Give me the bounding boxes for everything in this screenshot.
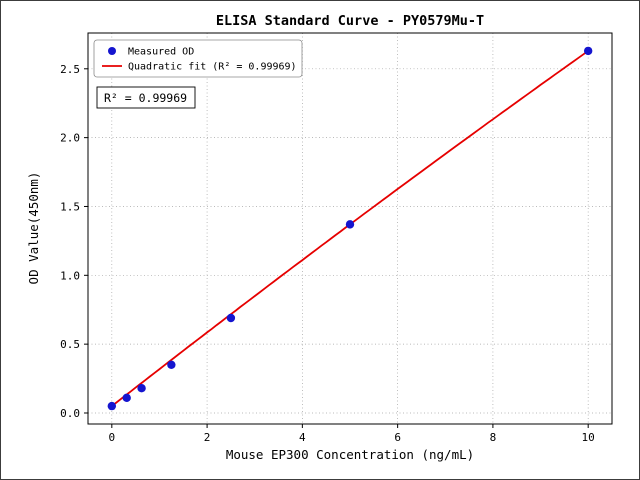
x-axis-label: Mouse EP300 Concentration (ng/mL) <box>226 447 474 462</box>
legend-label-measured-od: Measured OD <box>128 47 194 58</box>
data-point <box>122 393 131 403</box>
y-tick-label: 1.5 <box>60 200 80 213</box>
y-tick-label: 0.0 <box>60 407 80 420</box>
y-tick-label: 0.5 <box>60 338 80 351</box>
chart-title: ELISA Standard Curve - PY0579Mu-T <box>216 13 484 29</box>
data-point <box>345 220 355 229</box>
grid <box>88 33 612 424</box>
y-tick-label: 2.5 <box>60 63 80 76</box>
legend-label-quadratic-fit: Quadratic fit (R² = 0.99969) <box>128 62 297 73</box>
x-tick-label: 0 <box>109 431 116 444</box>
series <box>107 46 593 411</box>
x-tick-label: 2 <box>204 431 211 444</box>
y-tick-label: 2.0 <box>60 132 80 145</box>
axes: 0 2 4 6 8 10 0.0 0.5 1.0 1.5 2.0 2.5 <box>60 32 613 444</box>
legend-marker-measured-od <box>108 47 116 55</box>
x-tick-label: 8 <box>490 431 497 444</box>
r-squared-annotation: R² = 0.99969 <box>96 86 196 109</box>
x-tick-label: 4 <box>299 431 306 444</box>
legend: Measured OD Quadratic fit (R² = 0.99969) <box>93 39 303 78</box>
x-tick-label: 10 <box>582 431 595 444</box>
data-point <box>226 313 236 323</box>
data-point <box>107 401 117 411</box>
y-axis-label: OD Value(450nm) <box>26 172 41 285</box>
data-point <box>583 46 593 56</box>
r-squared-box <box>96 86 196 109</box>
data-point <box>167 360 176 369</box>
r-squared-text: R² = 0.99969 <box>104 91 187 105</box>
plot-border <box>87 32 613 425</box>
y-tick-label: 1.0 <box>60 269 80 282</box>
data-point <box>137 384 146 393</box>
legend-box <box>93 39 303 78</box>
x-tick-label: 6 <box>394 431 401 444</box>
